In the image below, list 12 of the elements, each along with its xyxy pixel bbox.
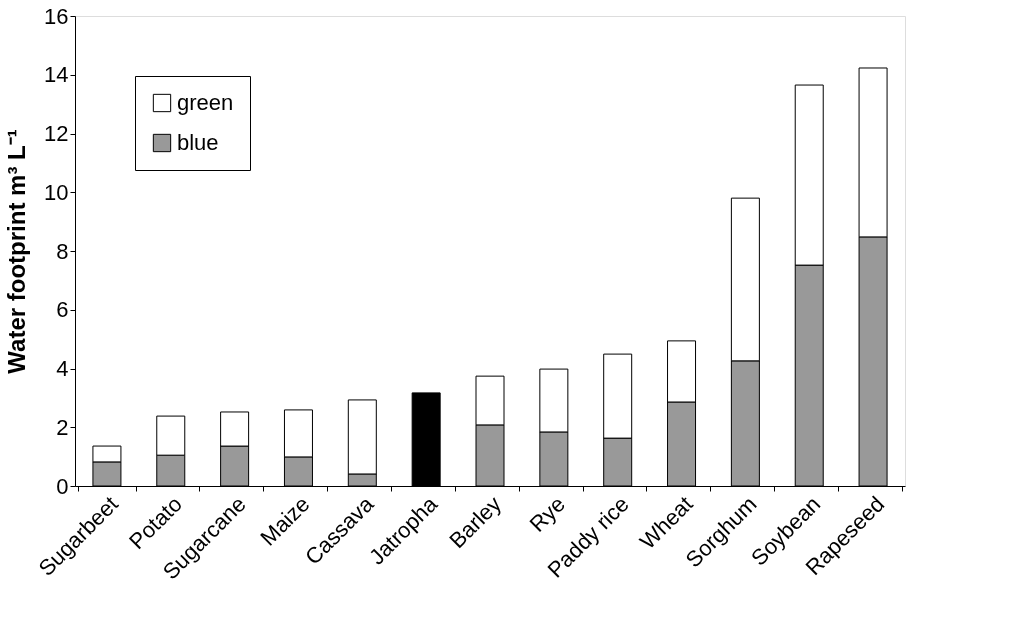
y-axis-title: Water footprint m³ L⁻¹ xyxy=(3,129,31,374)
y-tick-label: 4 xyxy=(56,356,69,381)
y-tick-label: 12 xyxy=(44,121,69,146)
y-tick-label: 6 xyxy=(56,297,69,323)
y-tick-label: 0 xyxy=(56,473,69,499)
y-tick-label: 16 xyxy=(44,3,69,29)
y-tick-label: 10 xyxy=(44,179,69,205)
y-tick-label: 14 xyxy=(44,62,69,88)
legend-label: blue xyxy=(177,130,219,155)
y-tick-label: 2 xyxy=(56,414,69,440)
legend-label: green xyxy=(177,90,234,115)
y-tick-label: 8 xyxy=(56,238,69,264)
